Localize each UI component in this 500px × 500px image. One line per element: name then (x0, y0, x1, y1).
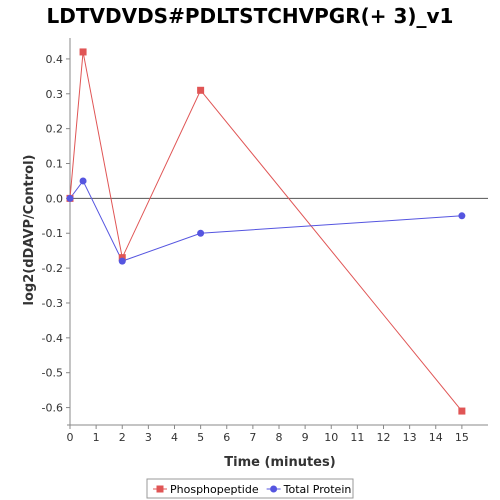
x-tick-label: 2 (119, 431, 126, 444)
legend-phosphopeptide-marker (156, 485, 164, 493)
y-tick-label: -0.5 (42, 367, 63, 380)
series-layer (66, 48, 466, 415)
x-tick-label: 12 (377, 431, 391, 444)
plot-area (67, 38, 488, 428)
y-axis-label: log2(dDAVP/Control) (22, 155, 37, 306)
x-axis-label: Time (minutes) (224, 455, 335, 470)
x-tick-label: 14 (429, 431, 443, 444)
legend-phosphopeptide-label: Phosphopeptide (170, 483, 259, 496)
x-tick-label: 10 (324, 431, 338, 444)
y-tick-label: 0.1 (46, 158, 64, 171)
x-axis: 0 1 2 3 4 5 6 7 8 9 10 11 12 13 14 15 (67, 425, 469, 444)
x-tick-label: 6 (223, 431, 230, 444)
x-tick-label: 11 (350, 431, 364, 444)
total-protein-point (118, 257, 126, 265)
x-tick-label: 8 (276, 431, 283, 444)
legend-total-protein-marker (270, 485, 278, 493)
x-tick-label: 15 (455, 431, 469, 444)
chart-title: LDTVDVDS#PDLTSTCHVPGR(+ 3)_v1 (47, 4, 454, 28)
y-tick-label: 0.0 (46, 192, 64, 205)
legend: Phosphopeptide Total Protein (146, 478, 354, 499)
y-tick-label: -0.4 (42, 332, 63, 345)
y-tick-label: -0.3 (42, 297, 63, 310)
x-tick-label: 7 (249, 431, 256, 444)
legend-box (146, 478, 354, 499)
x-tick-label: 1 (93, 431, 100, 444)
y-tick-label: 0.2 (46, 123, 64, 136)
x-tick-label: 4 (171, 431, 178, 444)
legend-total-protein-label: Total Protein (283, 483, 352, 496)
total-protein-point (79, 177, 87, 185)
x-tick-label: 3 (145, 431, 152, 444)
x-tick-label: 13 (403, 431, 417, 444)
phosphopeptide-point (458, 407, 466, 415)
y-tick-label: -0.6 (42, 402, 63, 415)
x-tick-label: 5 (197, 431, 204, 444)
x-tick-label: 9 (302, 431, 309, 444)
total-protein-point (66, 194, 74, 202)
y-tick-label: -0.1 (42, 227, 63, 240)
y-tick-label: -0.2 (42, 262, 63, 275)
phosphopeptide-point (79, 48, 87, 56)
y-tick-label: 0.3 (46, 88, 64, 101)
plot-background (70, 38, 488, 425)
y-axis: 0.4 0.3 0.2 0.1 0.0 -0.1 -0.2 -0.3 -0.4 -0.5 -0.6 (42, 53, 70, 415)
y-tick-label: 0.4 (46, 53, 64, 66)
total-protein-point (458, 212, 466, 220)
x-tick-label: 0 (67, 431, 74, 444)
total-protein-point (197, 229, 205, 237)
phosphopeptide-point (197, 86, 205, 94)
